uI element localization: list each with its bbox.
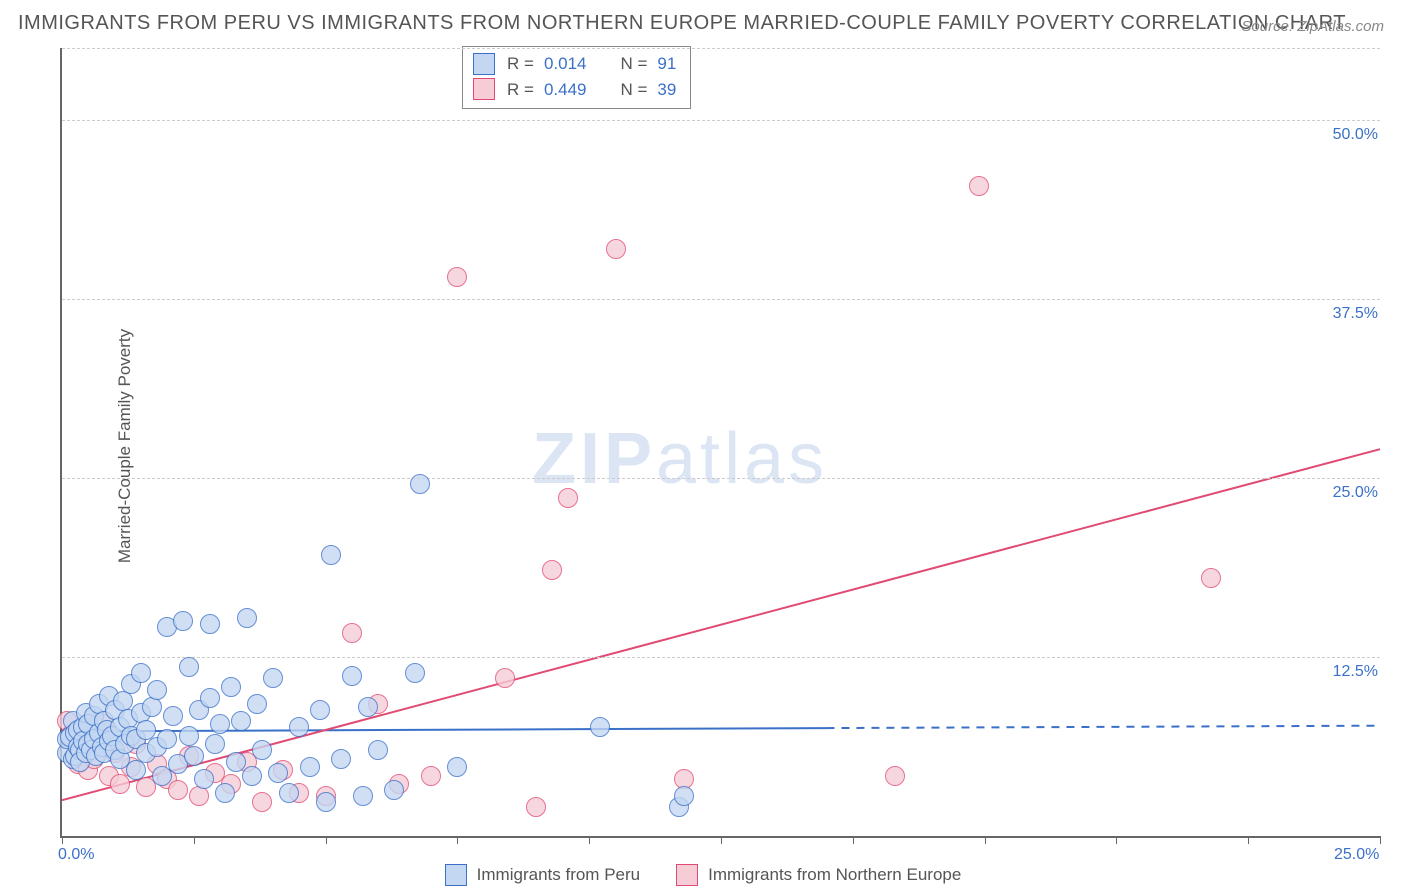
- data-point: [300, 757, 320, 777]
- data-point: [231, 711, 251, 731]
- data-point: [590, 717, 610, 737]
- y-tick-label: 37.5%: [1333, 305, 1378, 323]
- legend-item-1: Immigrants from Peru: [445, 864, 640, 886]
- data-point: [252, 792, 272, 812]
- data-point: [142, 697, 162, 717]
- chart-title: IMMIGRANTS FROM PERU VS IMMIGRANTS FROM …: [18, 12, 1346, 35]
- data-point: [184, 746, 204, 766]
- legend-item-2: Immigrants from Northern Europe: [676, 864, 961, 886]
- x-tick: [1248, 836, 1249, 844]
- gridline: [62, 120, 1380, 121]
- data-point: [263, 668, 283, 688]
- data-point: [194, 769, 214, 789]
- y-tick-label: 25.0%: [1333, 484, 1378, 502]
- x-tick-label-max: 25.0%: [1334, 846, 1379, 864]
- data-point: [368, 740, 388, 760]
- data-point: [410, 474, 430, 494]
- data-point: [179, 657, 199, 677]
- data-point: [205, 734, 225, 754]
- swatch-series-2-bottom: [676, 864, 698, 886]
- swatch-series-1-bottom: [445, 864, 467, 886]
- data-point: [421, 766, 441, 786]
- data-point: [247, 694, 267, 714]
- x-tick: [457, 836, 458, 844]
- data-point: [157, 729, 177, 749]
- data-point: [358, 697, 378, 717]
- data-point: [221, 677, 241, 697]
- data-point: [405, 663, 425, 683]
- x-tick: [853, 836, 854, 844]
- data-point: [179, 726, 199, 746]
- data-point: [268, 763, 288, 783]
- data-point: [969, 176, 989, 196]
- data-point: [289, 717, 309, 737]
- source-label: Source: ZipAtlas.com: [1241, 18, 1384, 35]
- data-point: [210, 714, 230, 734]
- x-tick: [721, 836, 722, 844]
- data-point: [310, 700, 330, 720]
- data-point: [674, 786, 694, 806]
- data-point: [384, 780, 404, 800]
- x-tick: [1380, 836, 1381, 844]
- trend-lines: [62, 48, 1382, 838]
- data-point: [237, 608, 257, 628]
- data-point: [200, 688, 220, 708]
- data-point: [885, 766, 905, 786]
- data-point: [542, 560, 562, 580]
- data-point: [242, 766, 262, 786]
- data-point: [200, 614, 220, 634]
- data-point: [495, 668, 515, 688]
- data-point: [126, 760, 146, 780]
- x-tick-label-min: 0.0%: [58, 846, 94, 864]
- gridline: [62, 299, 1380, 300]
- x-tick: [326, 836, 327, 844]
- data-point: [342, 666, 362, 686]
- data-point: [447, 757, 467, 777]
- data-point: [331, 749, 351, 769]
- data-point: [342, 623, 362, 643]
- data-point: [147, 680, 167, 700]
- data-point: [226, 752, 246, 772]
- gridline: [62, 48, 1380, 49]
- x-tick: [194, 836, 195, 844]
- data-point: [279, 783, 299, 803]
- gridline: [62, 657, 1380, 658]
- scatter-plot: ZIPatlas R = 0.014 N = 91 R = 0.449 N = …: [60, 48, 1380, 838]
- data-point: [252, 740, 272, 760]
- data-point: [131, 663, 151, 683]
- y-tick-label: 12.5%: [1333, 663, 1378, 681]
- data-point: [1201, 568, 1221, 588]
- x-tick: [62, 836, 63, 844]
- y-tick-label: 50.0%: [1333, 126, 1378, 144]
- x-tick: [985, 836, 986, 844]
- data-point: [189, 786, 209, 806]
- data-point: [353, 786, 373, 806]
- gridline: [62, 478, 1380, 479]
- data-point: [447, 267, 467, 287]
- data-point: [316, 792, 336, 812]
- data-point: [163, 706, 183, 726]
- x-tick: [589, 836, 590, 844]
- data-point: [321, 545, 341, 565]
- data-point: [526, 797, 546, 817]
- data-point: [215, 783, 235, 803]
- bottom-legend: Immigrants from Peru Immigrants from Nor…: [0, 864, 1406, 886]
- data-point: [558, 488, 578, 508]
- data-point: [606, 239, 626, 259]
- data-point: [168, 780, 188, 800]
- data-point: [110, 774, 130, 794]
- x-tick: [1116, 836, 1117, 844]
- data-point: [173, 611, 193, 631]
